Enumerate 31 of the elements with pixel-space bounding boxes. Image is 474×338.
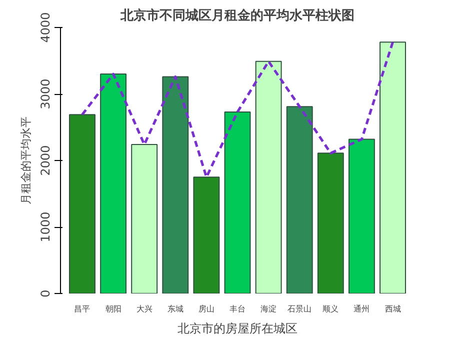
- x-tick-label: 大兴: [136, 304, 152, 314]
- bar: [131, 144, 158, 294]
- bar: [255, 60, 282, 294]
- y-tick-label: 1000: [38, 212, 52, 242]
- x-tick-label: 东城: [167, 304, 184, 314]
- x-tick-label: 昌平: [74, 304, 90, 314]
- x-tick-label: 海淀: [260, 304, 277, 314]
- y-axis-title: 月租金的平均水平: [20, 116, 32, 204]
- x-tick-label: 房山: [198, 304, 214, 314]
- y-tick-label: 3000: [38, 78, 52, 110]
- bar: [162, 76, 189, 294]
- bar: [69, 114, 96, 294]
- chart-title: 北京市不同城区月租金的平均水平柱状图: [120, 8, 354, 22]
- line-series: [80, 40, 394, 178]
- x-tick-label: 顺义: [322, 304, 339, 314]
- x-tick-label: 石景山: [288, 304, 312, 314]
- y-tick-label: 4000: [38, 12, 52, 43]
- bar: [224, 111, 251, 294]
- bar: [317, 152, 344, 294]
- bar: [193, 176, 220, 294]
- x-tick-label: 丰台: [230, 304, 246, 314]
- bar: [286, 106, 313, 294]
- bar: [380, 42, 406, 294]
- y-tick-label: 0: [38, 290, 52, 298]
- x-axis-title: 北京市的房屋所在城区: [178, 322, 298, 336]
- bar: [100, 74, 127, 294]
- x-tick-label: 朝阳: [105, 304, 122, 314]
- x-tick-label: 通州: [354, 304, 370, 314]
- bar: [348, 138, 375, 294]
- y-tick-label: 2000: [38, 145, 52, 176]
- x-tick-label: 西城: [384, 304, 401, 314]
